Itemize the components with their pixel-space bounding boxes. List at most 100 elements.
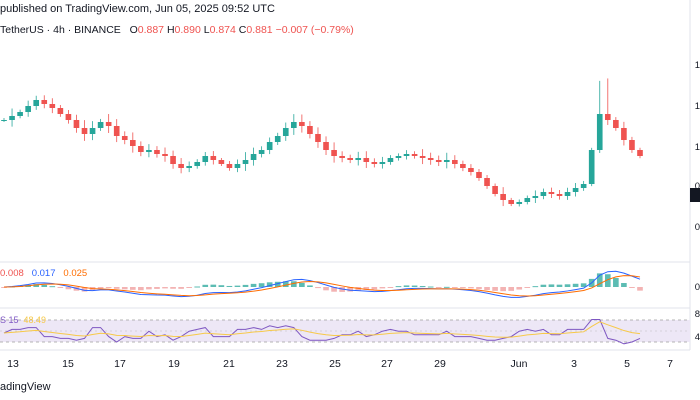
symbol-name[interactable]: TetherUS · 4h · BINANCE [0, 24, 121, 36]
macd-histogram-bar [387, 287, 394, 288]
price-tick-5: 0 [694, 222, 700, 233]
macd-histogram-bar [138, 287, 144, 291]
candle-body [202, 156, 209, 162]
macd-histogram-bar [105, 287, 112, 288]
candle-body [194, 162, 201, 166]
macd-histogram-bar [363, 287, 370, 290]
x-axis-label: 5 [624, 358, 630, 370]
x-axis-label: 25 [329, 358, 341, 370]
high-label: H [166, 24, 175, 36]
candle-body [613, 120, 619, 128]
candle-body [170, 156, 176, 164]
candle-body [186, 166, 192, 168]
candle-body [347, 158, 353, 160]
macd-histogram-bar [548, 284, 555, 287]
macd-histogram-bar [371, 287, 378, 290]
macd-histogram-bar [226, 285, 233, 287]
macd-histogram-bar [81, 287, 88, 292]
x-axis-labels-group: 13 15 17 19 21 23 25 27 29 Jun 3 5 7 [7, 358, 673, 370]
current-price-tag [690, 188, 700, 202]
candle-body [548, 192, 555, 194]
macd-histogram-bar [604, 274, 611, 287]
open-value: 0.887 [137, 24, 165, 36]
rsi-ma-line [3, 321, 641, 338]
macd-histogram-bar [202, 284, 209, 287]
macd-histogram-bar [331, 287, 337, 292]
candle-body [17, 112, 23, 116]
macd-histogram-bar [621, 283, 627, 287]
high-value: 0.890 [174, 24, 201, 36]
candle-body [532, 196, 539, 198]
macd-zero-tick: 0 [694, 282, 700, 293]
macd-histogram-bar [194, 286, 201, 288]
candle-body [323, 142, 329, 150]
candle-body [234, 164, 241, 168]
x-axis-label: 19 [168, 358, 180, 370]
macd-histogram-bar [33, 284, 40, 287]
macd-histogram-bar [500, 287, 506, 292]
candle-body [178, 164, 184, 168]
macd-histogram-bar [299, 282, 305, 287]
macd-histogram-bar [556, 284, 563, 287]
candle-body [113, 126, 120, 136]
candle-body [339, 156, 345, 158]
candle-body [387, 158, 394, 162]
macd-histogram-bar [250, 283, 257, 287]
macd-histogram-bar [476, 287, 482, 290]
candle-body [363, 158, 370, 162]
candle-body [65, 114, 72, 120]
candle-body [73, 120, 80, 128]
macd-histogram-bar [572, 283, 579, 287]
macd-histogram-bar [266, 282, 273, 287]
macd-histogram-bar [379, 287, 386, 289]
x-axis-label: 23 [276, 358, 288, 370]
candle-body [435, 160, 442, 162]
published-header: published on TradingView.com, Jun 05, 20… [0, 3, 275, 15]
macd-histogram-bar [282, 281, 289, 287]
candle-body [580, 184, 587, 188]
candle-body [266, 142, 273, 150]
macd-histogram-bar [146, 287, 152, 290]
candle-body [556, 194, 563, 196]
x-axis-label: 7 [667, 358, 673, 370]
symbol-info-line: TetherUS · 4h · BINANCE O0.887 H0.890 L0… [0, 24, 354, 36]
candle-body [411, 154, 418, 156]
candle-body [25, 106, 31, 112]
x-axis-label: 3 [571, 358, 577, 370]
open-label: O [129, 24, 138, 36]
change-value: −0.007 (−0.79%) [275, 24, 354, 36]
low-label: L [203, 24, 210, 36]
macd-histogram-bar [242, 284, 249, 287]
candle-body [572, 188, 579, 192]
macd-histogram-bar [419, 285, 426, 287]
candle-body [492, 186, 498, 194]
macd-histogram-bar [492, 287, 498, 291]
tradingview-footer-brand[interactable]: adingView [0, 381, 51, 393]
macd-histogram-bar [274, 281, 281, 287]
macd-histogram-bar [307, 285, 313, 287]
macd-histogram-bar [596, 273, 603, 287]
macd-histogram-bar [186, 287, 192, 288]
macd-histogram-bar [113, 287, 120, 289]
price-tick-1: 1 [694, 60, 700, 71]
candle-body [57, 108, 64, 114]
macd-histogram-bar [484, 287, 490, 291]
x-axis-label: 15 [62, 358, 74, 370]
macd-histogram-bar [508, 287, 515, 291]
macd-histogram-bar [323, 287, 329, 291]
macd-line [3, 270, 641, 298]
macd-histogram-bar [170, 287, 176, 289]
macd-histogram-bar [162, 287, 168, 289]
macd-histogram-bar [65, 287, 72, 290]
candle-body [146, 150, 152, 152]
candle-body [9, 116, 15, 120]
candle-body [81, 128, 88, 134]
candle-body [443, 160, 450, 162]
macd-histogram-bar [178, 287, 184, 289]
close-label: C [238, 24, 247, 36]
candle-body [460, 164, 466, 168]
rsi-tick-upper: 8 [694, 309, 700, 320]
candle-body [291, 122, 297, 128]
candle-body [419, 156, 426, 158]
